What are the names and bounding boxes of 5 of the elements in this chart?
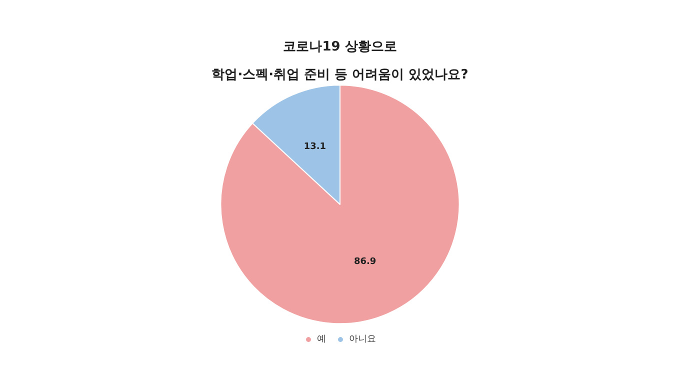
data-label: 86.9 [354,256,376,267]
legend-label: 아니요 [349,334,376,344]
chart-title: 코로나19 상황으로 학업·스펙·취업 준비 등 어려움이 있었나요? [212,40,468,82]
legend-label: 예 [317,334,326,344]
data-label: 13.1 [304,142,326,152]
